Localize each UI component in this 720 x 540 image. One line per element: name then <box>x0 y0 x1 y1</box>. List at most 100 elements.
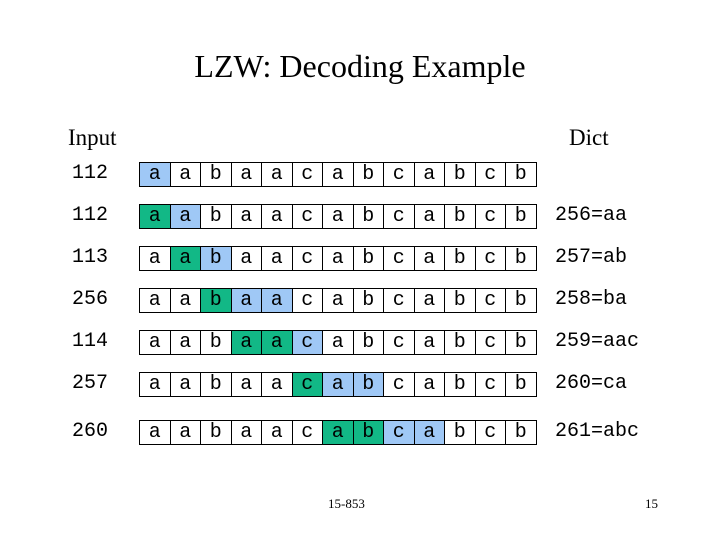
sequence-cell: b <box>201 289 232 313</box>
sequence-cell: b <box>201 247 232 271</box>
sequence-cell: a <box>323 331 354 355</box>
sequence-cell: a <box>231 373 262 397</box>
sequence-cell: a <box>140 247 171 271</box>
sequence-cell: c <box>475 373 506 397</box>
sequence-cell: c <box>475 163 506 187</box>
sequence-cell: a <box>414 247 445 271</box>
sequence-cell: a <box>262 331 293 355</box>
sequence-cell: a <box>140 421 171 445</box>
sequence-cell: b <box>506 421 537 445</box>
sequence-cell: c <box>292 373 323 397</box>
sequence-cell: a <box>414 205 445 229</box>
sequence-cell: a <box>140 163 171 187</box>
decode-row: 114 a a b a a c a b c a b c b 259=aac <box>0 330 720 355</box>
sequence-cell: a <box>262 163 293 187</box>
sequence-cell: b <box>506 247 537 271</box>
sequence-cell: a <box>262 289 293 313</box>
sequence-cell: a <box>231 163 262 187</box>
sequence-cell: b <box>353 289 384 313</box>
decode-row: 112 a a b a a c a b c a b c b <box>0 162 720 187</box>
sequence-cell: b <box>445 421 476 445</box>
sequence-cell: a <box>414 163 445 187</box>
sequence-cell: a <box>262 247 293 271</box>
decode-row: 257 a a b a a c a b c a b c b 260=ca <box>0 372 720 397</box>
sequence-cell: a <box>414 289 445 313</box>
dict-entry: 257=ab <box>555 246 628 269</box>
dict-header: Dict <box>569 125 609 150</box>
sequence-cell: c <box>475 205 506 229</box>
sequence-cell: a <box>170 331 201 355</box>
sequence-cell: c <box>475 331 506 355</box>
footer-page-number: 15 <box>645 496 658 511</box>
sequence-cell: a <box>323 247 354 271</box>
sequence-cell: a <box>414 421 445 445</box>
decode-row: 112 a a b a a c a b c a b c b 256=aa <box>0 204 720 229</box>
sequence-cell: c <box>292 421 323 445</box>
sequence-cell: a <box>414 331 445 355</box>
decode-row: 256 a a b a a c a b c a b c b 258=ba <box>0 288 720 313</box>
decode-row: 113 a a b a a c a b c a b c b 257=ab <box>0 246 720 271</box>
sequence-cell: c <box>384 247 415 271</box>
sequence-cell: b <box>506 163 537 187</box>
sequence-cell: a <box>323 289 354 313</box>
sequence-cell: a <box>170 205 201 229</box>
sequence-cell: b <box>506 373 537 397</box>
sequence-cell: a <box>170 373 201 397</box>
slide-title: LZW: Decoding Example <box>194 48 526 84</box>
input-code: 113 <box>72 246 109 269</box>
sequence-cell: b <box>201 205 232 229</box>
sequence-cell: b <box>201 331 232 355</box>
input-code: 256 <box>72 288 109 311</box>
input-header: Input <box>68 125 117 150</box>
sequence-cell: a <box>170 421 201 445</box>
sequence-cell: c <box>292 289 323 313</box>
decode-row: 260 a a b a a c a b c a b c b 261=abc <box>0 420 720 445</box>
dict-entry: 260=ca <box>555 372 628 395</box>
sequence-cell: a <box>140 205 171 229</box>
sequence-cell: a <box>262 373 293 397</box>
sequence-cell: c <box>475 247 506 271</box>
sequence-cell: b <box>353 373 384 397</box>
sequence-cell: b <box>353 421 384 445</box>
sequence-cell: a <box>140 289 171 313</box>
sequence-cell: a <box>231 205 262 229</box>
sequence-cell: c <box>292 331 323 355</box>
sequence-cell: b <box>353 163 384 187</box>
sequence-cell: b <box>445 331 476 355</box>
sequence-cell: a <box>262 421 293 445</box>
sequence-cell: c <box>292 205 323 229</box>
sequence-cell: c <box>384 331 415 355</box>
sequence-cell: a <box>170 289 201 313</box>
sequence-cell: a <box>231 289 262 313</box>
dict-entry: 256=aa <box>555 204 628 227</box>
sequence-cell: b <box>445 289 476 313</box>
sequence-cell: c <box>475 289 506 313</box>
sequence-cell: b <box>445 373 476 397</box>
dict-entry: 258=ba <box>555 288 628 311</box>
sequence-cell: c <box>384 163 415 187</box>
sequence-cell: b <box>353 205 384 229</box>
sequence-cell: c <box>292 247 323 271</box>
sequence-cell: b <box>445 205 476 229</box>
sequence-cell: b <box>506 205 537 229</box>
sequence-cell: b <box>506 289 537 313</box>
input-code: 257 <box>72 372 109 395</box>
sequence-cell: b <box>353 247 384 271</box>
sequence-cell: c <box>292 163 323 187</box>
sequence-cell: c <box>384 373 415 397</box>
sequence-cell: b <box>445 247 476 271</box>
sequence-cell: c <box>384 205 415 229</box>
sequence-cell: a <box>323 373 354 397</box>
sequence-cell: a <box>323 421 354 445</box>
sequence-cell: a <box>231 421 262 445</box>
sequence-cell: a <box>262 205 293 229</box>
sequence-cell: b <box>201 373 232 397</box>
dict-entry: 259=aac <box>555 330 640 353</box>
sequence-cell: c <box>384 421 415 445</box>
